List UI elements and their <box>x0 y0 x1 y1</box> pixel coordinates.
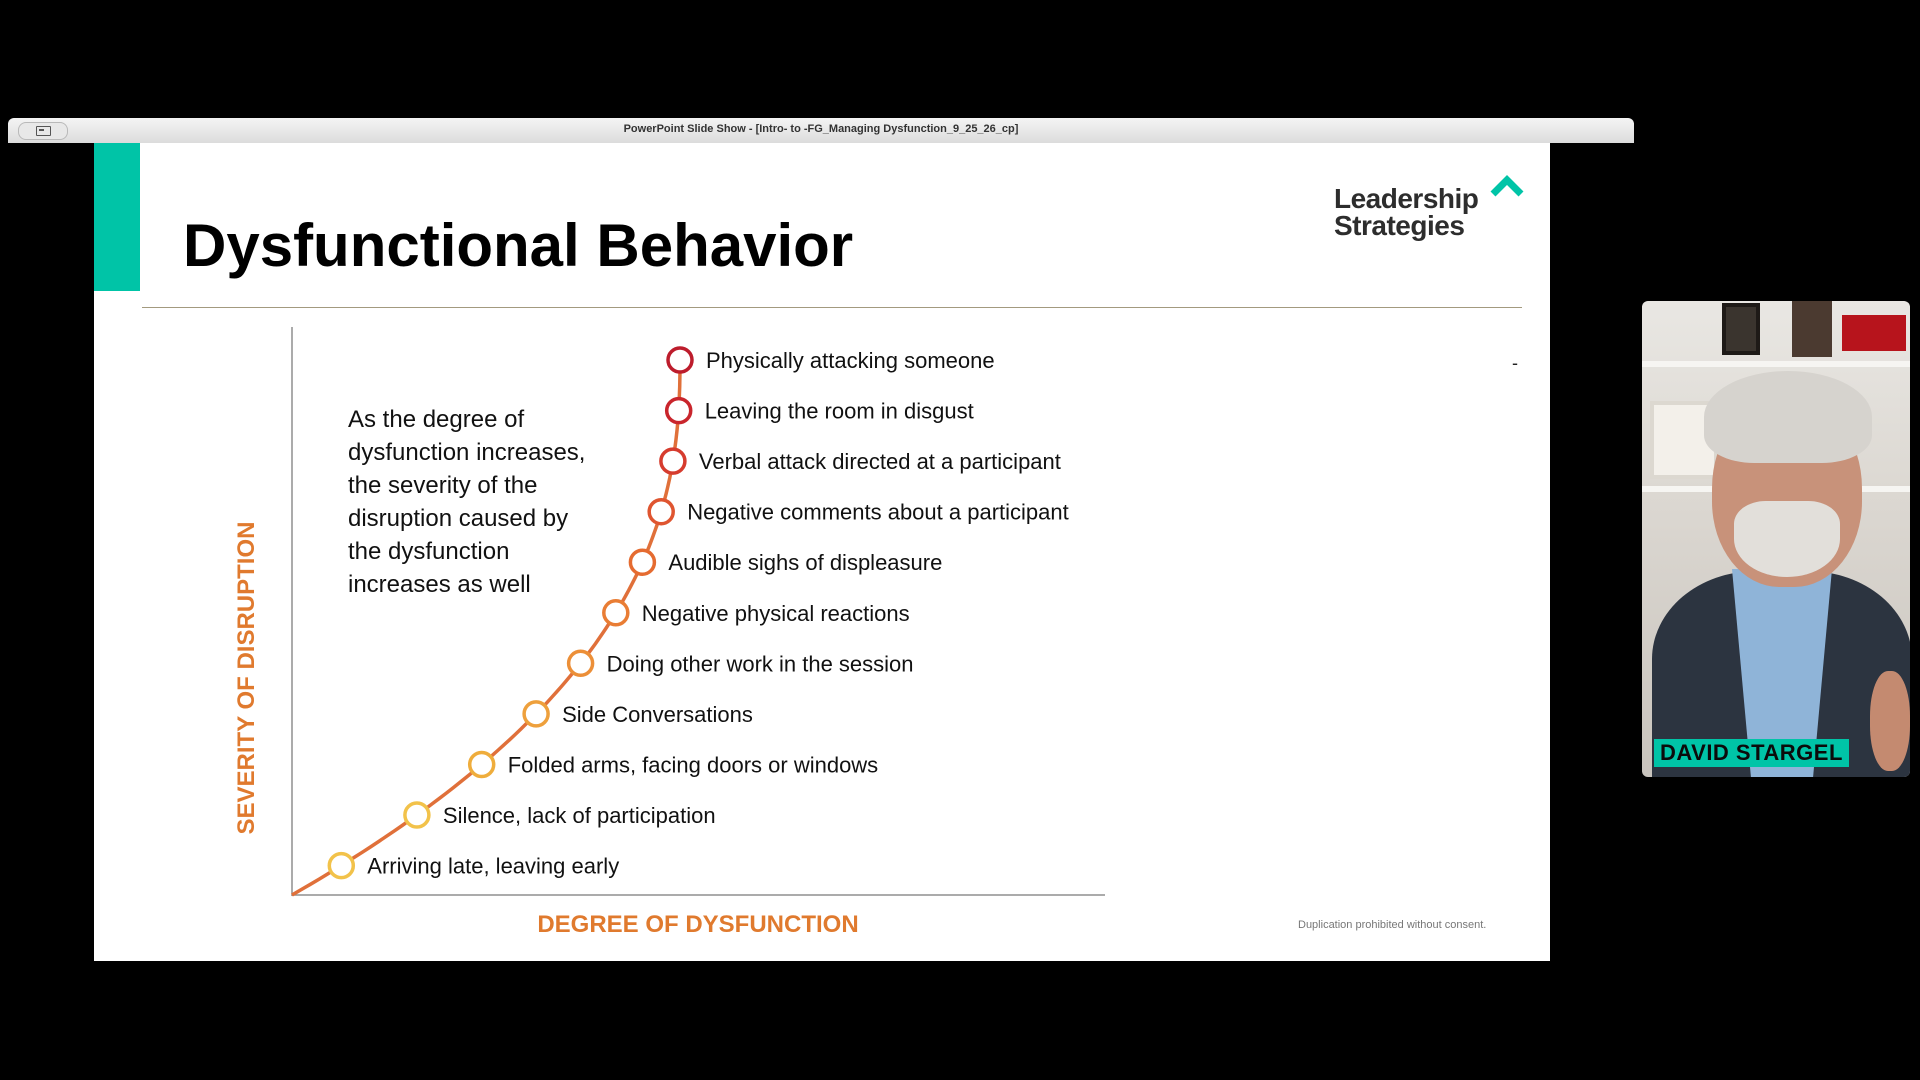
curve-marker <box>566 649 595 678</box>
behavior-label: Verbal attack directed at a participant <box>699 449 1061 474</box>
behavior-label: Leaving the room in disgust <box>705 399 974 424</box>
participant-video-tile[interactable]: DAVID STARGEL <box>1642 301 1910 777</box>
x-axis-label: DEGREE OF DYSFUNCTION <box>537 911 858 938</box>
presenter-view-icon <box>35 126 51 136</box>
logo-text: Leadership Strategies <box>1334 183 1479 241</box>
window-title: PowerPoint Slide Show - [Intro- to -FG_M… <box>623 123 1019 135</box>
raised-hand <box>1870 671 1910 771</box>
copyright-note: Duplication prohibited without consent. <box>1298 919 1487 931</box>
curve-marker <box>647 497 675 526</box>
curve-marker <box>666 346 694 374</box>
title-divider <box>142 307 1522 308</box>
leadership-strategies-logo: Leadership Strategies <box>1334 173 1534 253</box>
slide-title: Dysfunctional Behavior <box>183 212 854 279</box>
logo-chevron-icon <box>1490 175 1524 197</box>
behavior-label: Negative comments about a participant <box>687 500 1069 525</box>
behavior-label: Folded arms, facing doors or windows <box>508 753 879 778</box>
curve-marker <box>664 396 693 425</box>
slide: Dysfunctional Behavior Leadership Strate… <box>94 143 1550 961</box>
y-axis-label: SEVERITY OF DISRUPTION <box>233 522 260 835</box>
curve-marker <box>467 750 496 779</box>
presenter-view-button[interactable] <box>18 122 68 140</box>
curve-marker <box>522 700 550 728</box>
curve-marker <box>327 851 356 880</box>
books <box>1792 301 1832 357</box>
behavior-label: Negative physical reactions <box>642 601 910 626</box>
behavior-label: Doing other work in the session <box>607 651 914 676</box>
slide-accent-bar <box>94 143 140 291</box>
slideshow-window-titlebar: PowerPoint Slide Show - [Intro- to -FG_M… <box>8 118 1634 143</box>
curve-marker <box>403 801 431 829</box>
behavior-label: Silence, lack of participation <box>443 803 716 828</box>
person-beard <box>1734 501 1840 577</box>
behavior-label: Arriving late, leaving early <box>367 854 619 879</box>
curve-marker <box>628 548 657 576</box>
bookshelf <box>1642 361 1910 367</box>
person-hair <box>1704 371 1872 463</box>
coca-cola-sign <box>1842 315 1906 351</box>
picture-frame <box>1722 303 1760 355</box>
behavior-label: Audible sighs of displeasure <box>668 550 942 575</box>
behavior-label: Side Conversations <box>562 702 753 727</box>
stray-mark: - <box>1512 353 1518 373</box>
participant-name-tag: DAVID STARGEL <box>1654 739 1849 767</box>
chart-caption: As the degree of dysfunction increases, … <box>348 406 586 598</box>
curve-marker <box>602 599 630 627</box>
dysfunction-chart: Arriving late, leaving early Silence, lac… <box>233 327 1105 938</box>
curve-marker <box>659 447 687 475</box>
behavior-label: Physically attacking someone <box>706 348 995 373</box>
